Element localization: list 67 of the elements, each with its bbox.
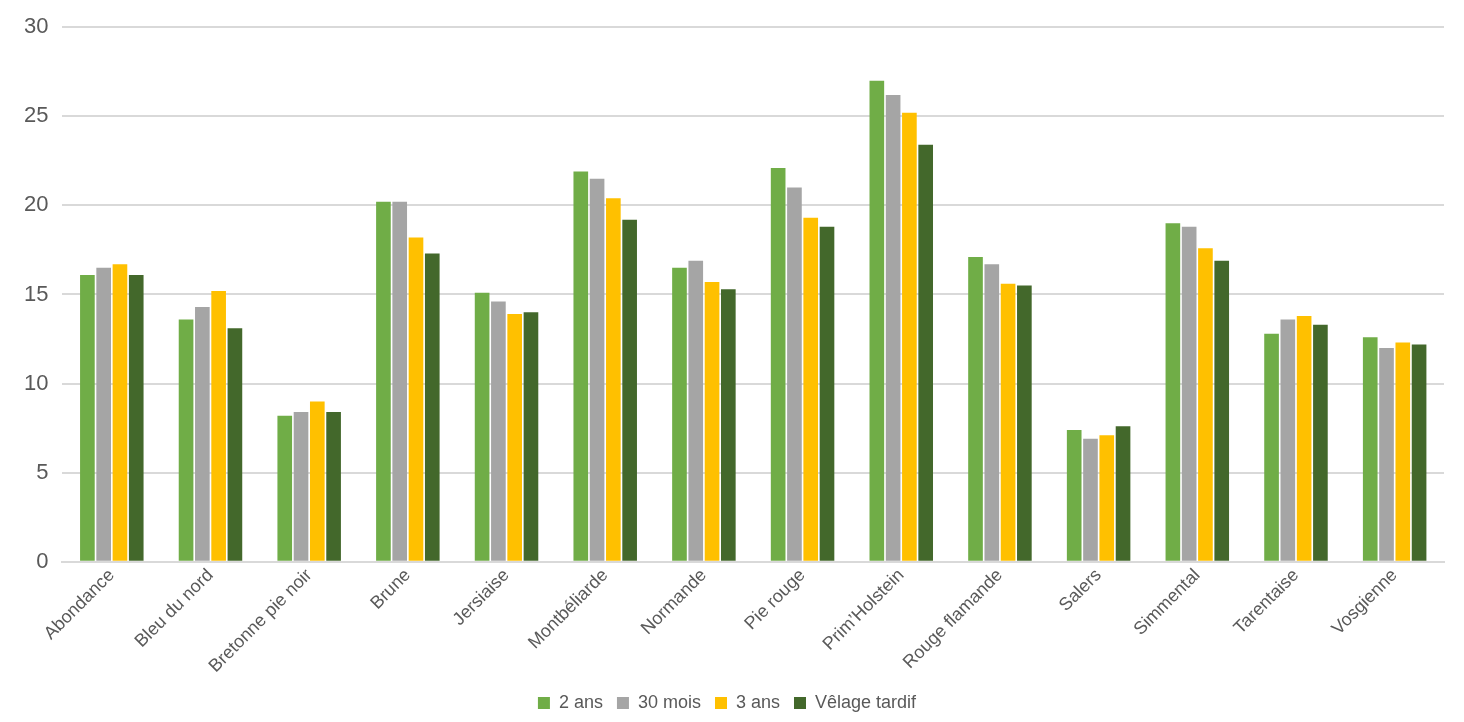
y-tick-label: 30 — [23, 13, 49, 39]
bar — [1017, 285, 1032, 561]
bar — [523, 312, 539, 561]
bar — [1362, 337, 1378, 561]
legend-label: 30 mois — [637, 691, 701, 712]
bar — [1165, 223, 1181, 561]
bar — [80, 274, 95, 561]
bar — [968, 257, 983, 561]
legend-label: 2 ans — [558, 691, 603, 712]
bar — [195, 306, 210, 561]
y-tick-label: 0 — [36, 547, 49, 573]
legend-label: Vêlage tardif — [815, 691, 918, 712]
bar — [902, 112, 917, 561]
bar — [688, 260, 704, 561]
bar — [326, 412, 341, 561]
bar — [392, 201, 408, 561]
bar — [112, 264, 128, 561]
bar — [1395, 342, 1411, 561]
bar — [178, 319, 194, 561]
bar — [507, 314, 522, 561]
bar — [1313, 324, 1328, 561]
bar — [376, 201, 391, 561]
bar — [96, 267, 111, 561]
bar — [1066, 429, 1082, 561]
bar — [720, 289, 736, 561]
bar — [787, 187, 802, 561]
bar — [589, 178, 605, 561]
bar — [1411, 344, 1427, 561]
bar — [1115, 426, 1131, 561]
bar — [770, 167, 786, 561]
bar — [408, 237, 424, 561]
bar — [803, 217, 819, 561]
bar — [1379, 347, 1394, 561]
bar — [1214, 260, 1230, 561]
bar — [1296, 315, 1312, 561]
bar — [277, 415, 293, 561]
bar — [1099, 435, 1115, 561]
bar — [1083, 438, 1098, 561]
bar — [819, 226, 835, 561]
bar — [211, 290, 226, 561]
bar — [1280, 319, 1296, 561]
bar — [984, 264, 1000, 561]
y-tick-label: 10 — [23, 369, 49, 395]
bar — [885, 94, 901, 561]
y-tick-label: 5 — [36, 458, 49, 484]
legend-label: 3 ans — [735, 691, 781, 712]
bar — [1198, 248, 1213, 561]
bar — [474, 292, 490, 561]
y-tick-label: 15 — [23, 280, 49, 306]
bar — [573, 171, 589, 561]
bar — [622, 219, 637, 561]
bar — [128, 274, 144, 561]
bar — [227, 328, 243, 561]
bar — [424, 253, 440, 561]
bar — [869, 80, 885, 561]
bar — [1181, 226, 1197, 561]
bar — [1000, 283, 1016, 561]
bar — [1264, 333, 1279, 561]
bar — [606, 198, 621, 561]
y-tick-label: 25 — [23, 102, 49, 128]
bar — [704, 282, 720, 561]
bar — [918, 144, 934, 561]
y-tick-label: 20 — [23, 191, 49, 217]
bar — [309, 401, 325, 561]
bar — [491, 301, 506, 561]
bar — [672, 267, 687, 561]
bar — [293, 412, 309, 561]
